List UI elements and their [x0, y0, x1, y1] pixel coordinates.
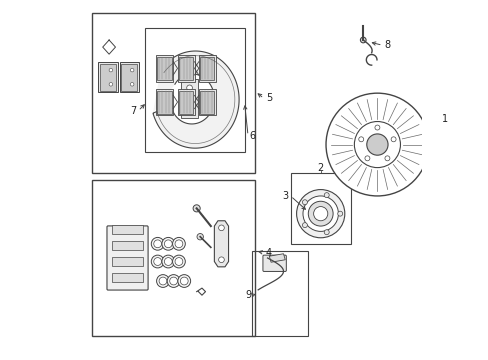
- Circle shape: [167, 275, 180, 287]
- FancyBboxPatch shape: [107, 226, 148, 290]
- Circle shape: [156, 275, 169, 287]
- Bar: [111, 225, 143, 234]
- Bar: [111, 273, 143, 282]
- Bar: [181, 79, 198, 118]
- Circle shape: [162, 255, 174, 268]
- Circle shape: [169, 277, 177, 285]
- Circle shape: [180, 277, 188, 285]
- Circle shape: [324, 193, 328, 198]
- Circle shape: [172, 238, 185, 250]
- Circle shape: [175, 240, 183, 248]
- Polygon shape: [269, 254, 285, 262]
- Circle shape: [178, 275, 190, 287]
- Bar: [98, 62, 118, 92]
- Circle shape: [324, 230, 328, 235]
- Circle shape: [374, 125, 379, 130]
- Bar: [156, 55, 173, 82]
- Circle shape: [151, 255, 163, 268]
- Circle shape: [151, 238, 163, 250]
- Bar: [251, 251, 307, 336]
- Circle shape: [164, 240, 172, 248]
- Bar: [121, 64, 137, 90]
- Bar: [157, 90, 171, 113]
- Bar: [157, 57, 171, 80]
- Circle shape: [197, 234, 203, 240]
- Circle shape: [175, 258, 183, 265]
- Circle shape: [218, 225, 224, 231]
- Circle shape: [130, 82, 134, 86]
- Text: 8: 8: [384, 40, 390, 50]
- Circle shape: [384, 156, 389, 161]
- Text: 3: 3: [282, 191, 288, 201]
- Circle shape: [186, 96, 192, 101]
- Bar: [145, 28, 244, 152]
- Text: 9: 9: [245, 290, 251, 300]
- Circle shape: [130, 68, 134, 72]
- Bar: [178, 90, 193, 113]
- Circle shape: [186, 85, 192, 91]
- Circle shape: [186, 106, 192, 112]
- Bar: [177, 89, 194, 115]
- Text: 5: 5: [265, 94, 271, 103]
- Circle shape: [109, 68, 112, 72]
- Bar: [119, 62, 139, 92]
- Circle shape: [354, 122, 400, 168]
- Circle shape: [303, 196, 338, 231]
- Circle shape: [390, 137, 395, 142]
- Polygon shape: [214, 221, 228, 267]
- Bar: [156, 89, 173, 115]
- Text: 4: 4: [265, 248, 271, 258]
- Text: 7: 7: [130, 106, 136, 116]
- Bar: [92, 13, 255, 173]
- Circle shape: [325, 93, 428, 196]
- Circle shape: [153, 258, 161, 265]
- Text: 2: 2: [317, 163, 323, 172]
- Circle shape: [172, 255, 185, 268]
- FancyBboxPatch shape: [263, 255, 286, 271]
- Circle shape: [313, 207, 327, 221]
- Circle shape: [307, 201, 332, 226]
- Circle shape: [193, 205, 200, 212]
- Circle shape: [360, 37, 366, 43]
- Text: 6: 6: [249, 131, 255, 141]
- Circle shape: [296, 190, 344, 238]
- Bar: [198, 89, 215, 115]
- Bar: [198, 55, 215, 82]
- Circle shape: [358, 137, 363, 142]
- Circle shape: [366, 134, 387, 155]
- Text: 1: 1: [441, 114, 447, 124]
- Bar: [200, 57, 214, 80]
- Circle shape: [364, 156, 369, 161]
- Bar: [100, 64, 116, 90]
- Circle shape: [153, 240, 161, 248]
- Bar: [200, 90, 214, 113]
- Circle shape: [302, 200, 307, 205]
- Bar: [290, 173, 350, 244]
- Bar: [111, 257, 143, 266]
- Circle shape: [337, 211, 342, 216]
- Circle shape: [164, 258, 172, 265]
- Bar: [111, 241, 143, 250]
- Circle shape: [302, 222, 307, 228]
- Circle shape: [162, 238, 174, 250]
- Bar: [177, 55, 194, 82]
- Circle shape: [159, 277, 166, 285]
- Circle shape: [109, 82, 112, 86]
- Bar: [92, 180, 255, 336]
- Circle shape: [218, 257, 224, 262]
- Bar: [178, 57, 193, 80]
